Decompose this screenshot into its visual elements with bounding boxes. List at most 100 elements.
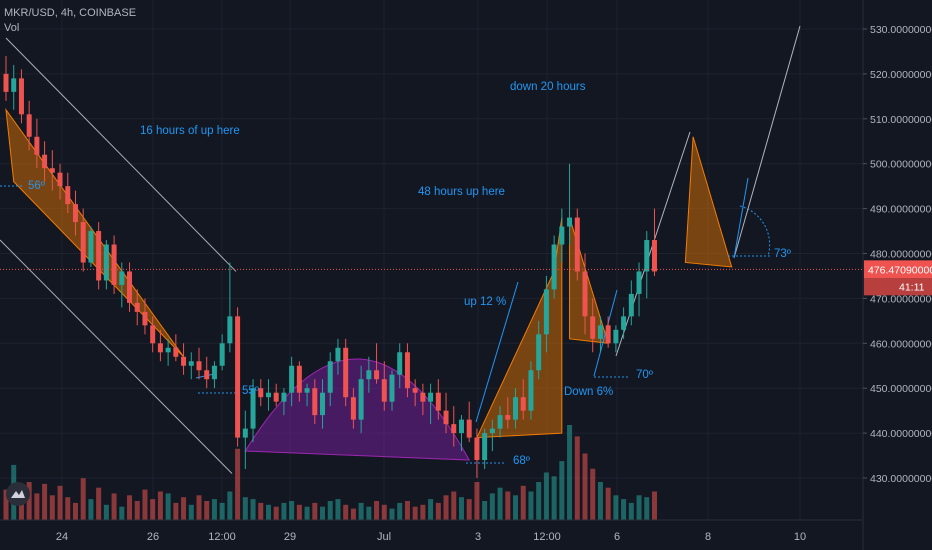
candle-body xyxy=(173,347,179,357)
candle-body xyxy=(119,271,125,285)
candle-body xyxy=(157,343,163,353)
candle-body xyxy=(597,325,603,339)
time-tick-label: 24 xyxy=(56,531,68,543)
candle-body xyxy=(18,78,24,115)
price-tick-label: 500.00000000 xyxy=(870,159,932,171)
candle-body xyxy=(489,428,495,434)
volume-bar xyxy=(412,506,418,520)
volume-bar xyxy=(374,501,380,520)
volume-bar xyxy=(72,502,78,520)
volume-bar xyxy=(397,502,403,520)
candle-body xyxy=(103,244,109,281)
candle-body xyxy=(296,365,302,393)
candle-body xyxy=(567,217,573,227)
volume-bar xyxy=(636,495,642,520)
volume-bar xyxy=(49,495,55,520)
candle-body xyxy=(374,370,380,380)
volume-bar xyxy=(165,493,171,520)
price-tick-label: 520.00000000 xyxy=(870,69,932,81)
volume-bar xyxy=(96,487,102,520)
candle-body xyxy=(621,316,627,330)
volume-bar xyxy=(381,504,387,520)
volume-bar xyxy=(134,501,140,520)
volume-bar xyxy=(536,482,542,520)
volume-bar xyxy=(559,461,565,520)
countdown-badge xyxy=(864,278,932,296)
angle-label-68[interactable]: 68º xyxy=(513,455,530,467)
volume-bar xyxy=(335,499,341,520)
volume-bar xyxy=(34,493,40,520)
candle-body xyxy=(397,352,403,375)
candle-body xyxy=(543,289,549,335)
annotation-down6[interactable]: Down 6% xyxy=(564,386,614,398)
volume-bar xyxy=(651,491,657,520)
candle-body xyxy=(235,316,241,438)
candle-body xyxy=(289,365,295,393)
volume-bar xyxy=(520,485,526,520)
volume-bar xyxy=(474,482,480,520)
volume-bar xyxy=(250,499,256,520)
angle-arc-73 xyxy=(739,205,771,257)
volume-bar xyxy=(435,502,441,520)
candle-body xyxy=(49,168,55,173)
countdown-label: 41:11 xyxy=(899,281,925,293)
candle-body xyxy=(404,352,410,389)
candle-body xyxy=(134,302,140,312)
candle-body xyxy=(227,316,233,344)
symbol-title[interactable]: MKR/USD, 4h, COINBASE xyxy=(4,7,137,19)
candle-body xyxy=(651,240,657,272)
time-tick-label: 6 xyxy=(614,531,620,543)
trendline-73 xyxy=(733,177,749,259)
candle-body xyxy=(96,231,102,281)
annotation-down20[interactable]: down 20 hours xyxy=(510,81,586,93)
volume-bar xyxy=(644,497,650,520)
candle-body xyxy=(613,329,619,344)
candle-body xyxy=(281,392,287,402)
candle-body xyxy=(242,428,248,438)
candle-body xyxy=(389,374,395,402)
volume-bar xyxy=(219,502,225,520)
time-tick-label: Jul xyxy=(377,531,391,543)
volume-bar xyxy=(621,499,627,520)
candle-body xyxy=(520,397,526,411)
annotation-up48[interactable]: 48 hours up here xyxy=(418,186,505,198)
volume-label[interactable]: Vol xyxy=(4,22,20,34)
angle-label-73[interactable]: 73º xyxy=(774,248,791,260)
price-axis: 430.00000000 440.00000000 450.00000000 460.… xyxy=(862,0,932,550)
price-tick-label: 480.00000000 xyxy=(870,249,932,261)
candle-body xyxy=(505,415,511,420)
chart-grid xyxy=(0,28,863,479)
volume-bar xyxy=(235,448,241,520)
annotation-up12[interactable]: up 12 % xyxy=(464,296,507,308)
angle-label-56[interactable]: 56º xyxy=(28,180,45,192)
current-price-badge xyxy=(864,260,932,279)
volume-bar xyxy=(489,493,495,520)
volume-bar xyxy=(551,476,557,520)
candle-body xyxy=(644,240,650,272)
tradingview-logo-icon[interactable] xyxy=(6,482,30,506)
angle-label-70[interactable]: 70º xyxy=(636,369,653,381)
candle-body xyxy=(250,388,256,429)
candle-body xyxy=(211,365,217,380)
volume-bar xyxy=(258,502,264,520)
time-tick-label: 8 xyxy=(705,531,711,543)
price-tick-label: 530.00000000 xyxy=(870,24,932,36)
candle-body xyxy=(474,437,480,461)
candle-body xyxy=(11,78,17,92)
volume-bar xyxy=(181,497,187,520)
candle-body xyxy=(34,136,40,155)
volume-bar xyxy=(65,497,71,520)
price-tick-label: 510.00000000 xyxy=(870,114,932,126)
channel-upper-line xyxy=(5,37,237,272)
candle-body xyxy=(482,433,488,461)
candle-body xyxy=(605,325,611,344)
volume-bar xyxy=(404,501,410,520)
annotation-up16[interactable]: 16 hours of up here xyxy=(140,125,240,137)
volume-bar xyxy=(227,491,233,520)
volume-bar xyxy=(451,491,457,520)
time-tick-label: 12:00 xyxy=(533,531,561,543)
volume-bar xyxy=(196,495,202,520)
angle-label-55[interactable]: 55º xyxy=(242,385,259,397)
candle-body xyxy=(320,392,326,416)
